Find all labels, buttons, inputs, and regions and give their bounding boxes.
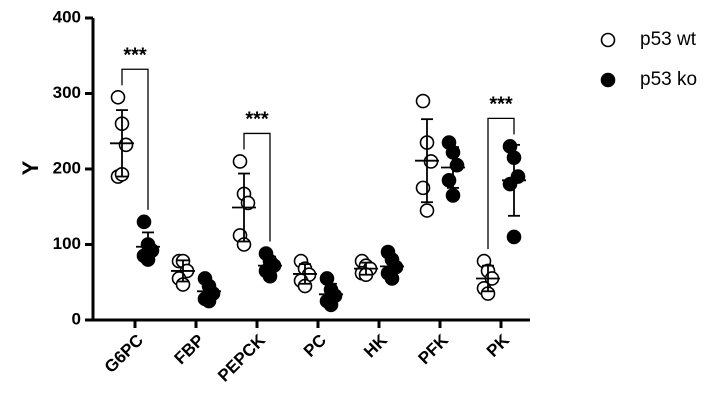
x-tick-label: G6PC [101,331,147,377]
x-tick-label: PFK [415,330,453,368]
y-tick-label: 0 [72,309,81,328]
y-tick-label: 100 [53,234,81,253]
data-point [110,89,126,105]
data-point [445,188,461,203]
data-point [419,203,435,218]
data-point [415,93,431,109]
y-axis-label: Y [18,160,43,175]
data-point [506,229,522,245]
legend-label: p53 wt [640,29,697,50]
data-point [136,214,152,230]
legend-label: p53 ko [640,69,697,90]
x-tick-label: FBP [171,331,208,368]
significance-label: *** [489,94,513,116]
legend-marker [600,72,616,88]
significance-bracket [121,68,149,210]
significance-bracket [487,117,515,250]
y-tick-label: 300 [53,83,81,102]
x-tick-label: PC [300,331,330,361]
x-tick-label: PK [483,330,514,361]
x-tick-label: HK [360,330,391,361]
y-tick-label: 400 [53,7,81,26]
x-tick-label: PEPCK [214,330,269,385]
data-point [232,154,248,169]
significance-label: *** [245,109,269,131]
significance-label: *** [123,45,147,67]
y-tick-label: 200 [53,158,81,177]
legend-marker [600,32,616,48]
significance-bracket [243,132,271,242]
